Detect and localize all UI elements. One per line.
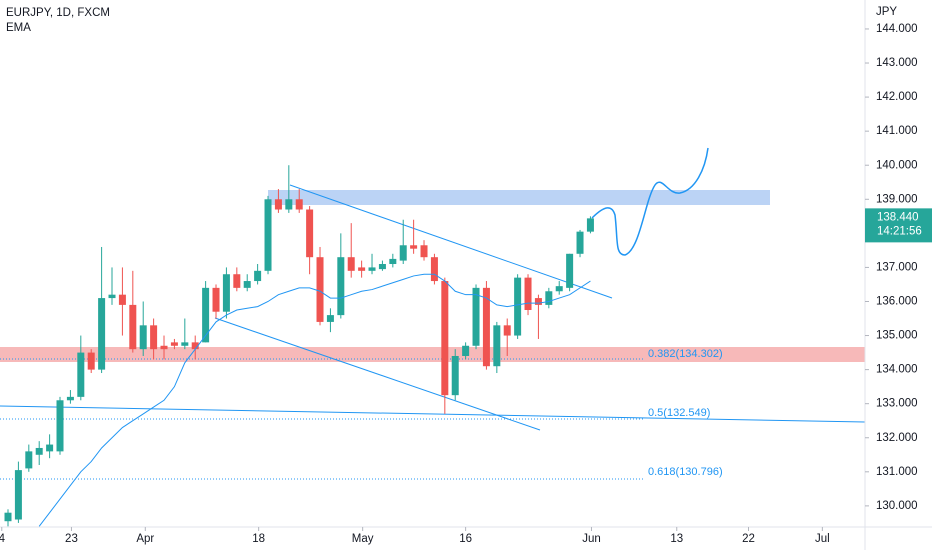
candle-body [25, 451, 33, 469]
candle-body [493, 325, 501, 367]
candle-body [337, 257, 345, 316]
candle-body [358, 267, 366, 271]
y-tick-label: 137.000 [876, 261, 918, 273]
countdown-label: 14:21:56 [877, 225, 922, 237]
candle-body [586, 218, 594, 232]
candle-body [462, 345, 470, 356]
candle-body [254, 270, 262, 282]
candle-body [368, 267, 376, 271]
candle-body [202, 287, 210, 343]
fib-label: 0.382(134.302) [648, 348, 723, 360]
x-tick-label: 22 [742, 533, 755, 545]
y-tick-label: 130.000 [876, 500, 918, 512]
candle-body [347, 257, 355, 271]
projection-path [591, 147, 709, 256]
y-tick-label: 143.000 [876, 57, 918, 69]
y-tick-label: 141.000 [876, 125, 918, 137]
fib-label: 0.618(130.796) [648, 466, 723, 478]
x-tick-label: 18 [252, 533, 265, 545]
symbol-title: EURJPY, 1D, FXCM [6, 7, 110, 19]
trend-line [289, 184, 613, 299]
y-tick-label: 131.000 [876, 466, 918, 478]
ema-line [38, 273, 591, 527]
candle-body [264, 199, 272, 271]
fib-label: 0.5(132.549) [648, 407, 710, 419]
candle-body [14, 470, 22, 520]
candle-body [472, 287, 480, 346]
candle-body [233, 274, 241, 288]
y-tick-label: 144.000 [876, 23, 918, 35]
candle-body [139, 325, 147, 350]
candle-body [451, 355, 459, 396]
currency-label: JPY [876, 6, 897, 18]
candle-body [378, 264, 386, 270]
candle-body [35, 447, 43, 455]
candle-body [389, 258, 397, 265]
candle-body [150, 325, 158, 350]
x-tick-label: 23 [65, 533, 78, 545]
trend-line [214, 317, 541, 431]
candle-body [46, 444, 54, 452]
candle-body [576, 231, 584, 254]
candle-body [534, 298, 542, 305]
candle-body [514, 277, 522, 336]
x-tick-label: May [352, 533, 374, 545]
candle-body [430, 257, 438, 282]
last-price-box [865, 208, 932, 243]
y-tick-label: 135.000 [876, 330, 918, 342]
candle-body [98, 298, 106, 370]
y-tick-label: 139.000 [876, 193, 918, 205]
support-zone [0, 347, 865, 362]
y-tick-label: 142.000 [876, 91, 918, 103]
candle-body [77, 352, 85, 397]
resistance-zone [268, 190, 770, 205]
candle-body [545, 291, 553, 305]
candle-body [420, 245, 428, 258]
candle-body [56, 400, 64, 452]
candle-body [118, 294, 126, 305]
candle-body [555, 286, 563, 292]
candle-body [181, 342, 189, 346]
candle-body [503, 325, 511, 336]
candle-body [285, 199, 293, 210]
candle-body [306, 209, 314, 258]
y-tick-label: 132.000 [876, 432, 918, 444]
candle-body [524, 277, 532, 310]
candle-body [222, 274, 230, 312]
candle-body [243, 281, 251, 288]
candle-body [274, 199, 282, 210]
candle-body [129, 304, 137, 350]
y-tick-label: 136.000 [876, 296, 918, 308]
y-tick-label: 133.000 [876, 398, 918, 410]
x-tick-label: Jun [582, 533, 601, 545]
y-tick-label: 134.000 [876, 364, 918, 376]
candle-body [66, 396, 74, 401]
indicator-label: EMA [6, 22, 31, 34]
candle-body [566, 253, 574, 288]
candle-body [441, 281, 449, 396]
x-tick-label: 16 [459, 533, 472, 545]
candle-body [212, 287, 220, 312]
x-tick-label: 13 [670, 533, 683, 545]
y-tick-label: 140.000 [876, 159, 918, 171]
candle-body [108, 294, 116, 299]
candle-body [326, 315, 334, 322]
trend-line [0, 405, 866, 423]
candle-body [87, 352, 95, 370]
candle-body [170, 342, 178, 346]
candle-body [316, 257, 324, 322]
x-tick-label: Apr [136, 533, 154, 545]
candle-body [191, 342, 199, 350]
candle-body [4, 512, 12, 522]
candle-body [399, 245, 407, 261]
x-tick-label: Jul [815, 533, 830, 545]
candle-body [482, 287, 490, 367]
last-price-label: 138.440 [877, 211, 919, 223]
candle-body [410, 245, 418, 249]
x-tick-label: 4 [0, 533, 6, 545]
candle-body [160, 345, 168, 350]
candle-body [295, 199, 303, 210]
